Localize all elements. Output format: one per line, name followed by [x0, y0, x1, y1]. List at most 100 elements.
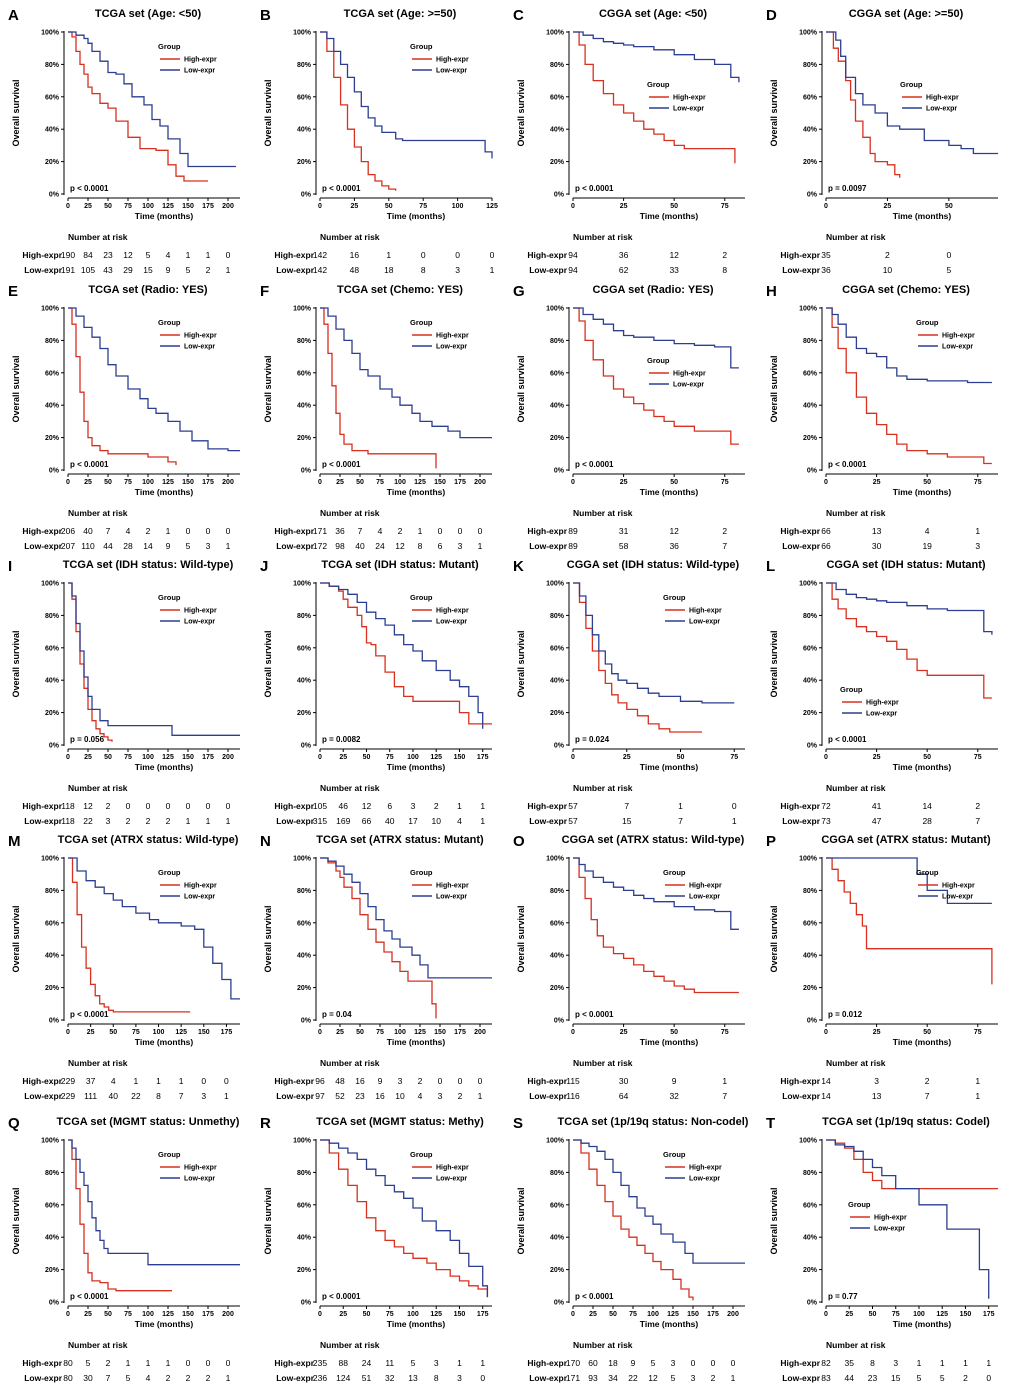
x-tick-label: 75 — [124, 754, 132, 761]
risk-count-low: 14 — [821, 1091, 831, 1101]
risk-table-title: Number at risk — [320, 1340, 380, 1350]
legend-title: Group — [916, 318, 939, 327]
risk-count-high: 0 — [438, 1076, 443, 1086]
risk-count-high: 1 — [134, 1076, 139, 1086]
y-axis-label: Overall survival — [11, 630, 21, 697]
legend-title: Group — [410, 868, 433, 877]
risk-count-low: 93 — [588, 1373, 598, 1383]
legend-title: Group — [410, 42, 433, 51]
risk-count-high: 37 — [86, 1076, 96, 1086]
panel-letter: F — [260, 283, 269, 300]
y-axis-label: Overall survival — [11, 905, 21, 972]
risk-count-low: 5 — [126, 1373, 131, 1383]
x-tick-label: 100 — [452, 203, 464, 210]
risk-count-high: 60 — [588, 1358, 598, 1368]
risk-count-low: 15 — [143, 265, 153, 275]
risk-count-high: 0 — [186, 526, 191, 536]
y-tick-label: 80% — [297, 338, 312, 345]
y-tick-label: 100% — [546, 856, 565, 863]
high-expr-curve — [68, 1139, 172, 1292]
risk-count-low: 57 — [568, 816, 578, 826]
risk-row-label: High-expr — [274, 250, 314, 260]
x-tick-label: 125 — [162, 203, 174, 210]
y-axis-label: Overall survival — [516, 630, 526, 697]
panel-title: CGGA set (Age: <50) — [599, 8, 707, 20]
risk-count-high: 1 — [986, 1358, 991, 1368]
p-value: p < 0.0001 — [322, 460, 361, 469]
y-axis-label: Overall survival — [11, 1187, 21, 1254]
x-tick-label: 0 — [66, 203, 70, 210]
risk-count-low: 94 — [568, 265, 578, 275]
x-axis-label: Time (months) — [640, 211, 699, 221]
y-tick-label: 20% — [803, 435, 818, 442]
y-tick-label: 0% — [554, 1018, 565, 1025]
y-tick-label: 0% — [807, 192, 818, 199]
risk-count-low: 14 — [143, 541, 153, 551]
y-axis-label: Overall survival — [516, 79, 526, 146]
risk-count-high: 5 — [651, 1358, 656, 1368]
y-tick-label: 60% — [297, 645, 312, 652]
risk-count-low: 8 — [156, 1091, 161, 1101]
risk-count-high: 0 — [226, 526, 231, 536]
risk-count-low: 24 — [375, 541, 385, 551]
y-tick-label: 20% — [45, 1267, 60, 1274]
x-tick-label: 25 — [339, 754, 347, 761]
x-tick-label: 0 — [571, 754, 575, 761]
x-tick-label: 0 — [824, 203, 828, 210]
risk-table-title: Number at risk — [826, 783, 886, 793]
risk-count-high: 115 — [566, 1076, 580, 1086]
low-expr-curve — [320, 857, 492, 979]
x-tick-label: 50 — [923, 479, 931, 486]
panel-title: TCGA set (Radio: YES) — [88, 284, 208, 296]
low-expr-curve — [826, 582, 993, 635]
panel-o: O CGGA set (ATRX status: Wild-type) Overal… — [513, 833, 745, 1101]
p-value: p = 0.0097 — [828, 184, 867, 193]
x-tick-label: 75 — [376, 479, 384, 486]
x-tick-label: 100 — [407, 754, 419, 761]
risk-count-low: 16 — [375, 1091, 385, 1101]
y-axis-label: Overall survival — [769, 79, 779, 146]
risk-count-high: 1 — [156, 1076, 161, 1086]
legend-label: Low-expr — [436, 894, 467, 901]
panel-letter: K — [513, 558, 524, 575]
risk-count-low: 10 — [431, 816, 441, 826]
risk-count-low: 23 — [868, 1373, 878, 1383]
high-expr-curve — [68, 582, 113, 742]
legend-label: Low-expr — [926, 106, 957, 113]
panel-title: TCGA set (IDH status: Wild-type) — [63, 559, 234, 571]
risk-count-high: 2 — [146, 526, 151, 536]
y-tick-label: 60% — [297, 370, 312, 377]
risk-count-high: 2 — [106, 801, 111, 811]
panel-title: TCGA set (ATRX status: Wild-type) — [58, 834, 239, 846]
panel-letter: R — [260, 1115, 271, 1132]
risk-count-low: 23 — [355, 1091, 365, 1101]
x-tick-label: 100 — [407, 1311, 419, 1318]
y-tick-label: 20% — [297, 159, 312, 166]
x-tick-label: 75 — [974, 1029, 982, 1036]
risk-count-high: 4 — [166, 250, 171, 260]
y-tick-label: 80% — [803, 888, 818, 895]
x-tick-label: 25 — [620, 479, 628, 486]
risk-count-low: 105 — [81, 265, 95, 275]
y-tick-label: 0% — [554, 192, 565, 199]
x-tick-label: 50 — [356, 1029, 364, 1036]
x-tick-label: 100 — [153, 1029, 165, 1036]
x-axis-label: Time (months) — [387, 1319, 446, 1329]
y-tick-label: 20% — [297, 1267, 312, 1274]
x-tick-label: 50 — [104, 1311, 112, 1318]
panel-d: D CGGA set (Age: >=50) Overall survival 0% 2… — [766, 7, 998, 275]
legend-label: Low-expr — [866, 711, 897, 718]
risk-count-low: 40 — [385, 816, 395, 826]
legend-label: Low-expr — [942, 344, 973, 351]
low-expr-curve — [68, 31, 236, 168]
risk-count-high: 1 — [975, 526, 980, 536]
risk-table-title: Number at risk — [826, 1340, 886, 1350]
y-tick-label: 20% — [297, 985, 312, 992]
legend-label: Low-expr — [689, 619, 720, 626]
y-tick-label: 80% — [297, 613, 312, 620]
risk-table-title: Number at risk — [68, 1340, 128, 1350]
risk-count-high: 18 — [608, 1358, 618, 1368]
risk-count-high: 46 — [339, 801, 349, 811]
risk-count-high: 171 — [313, 526, 327, 536]
y-tick-label: 20% — [803, 710, 818, 717]
